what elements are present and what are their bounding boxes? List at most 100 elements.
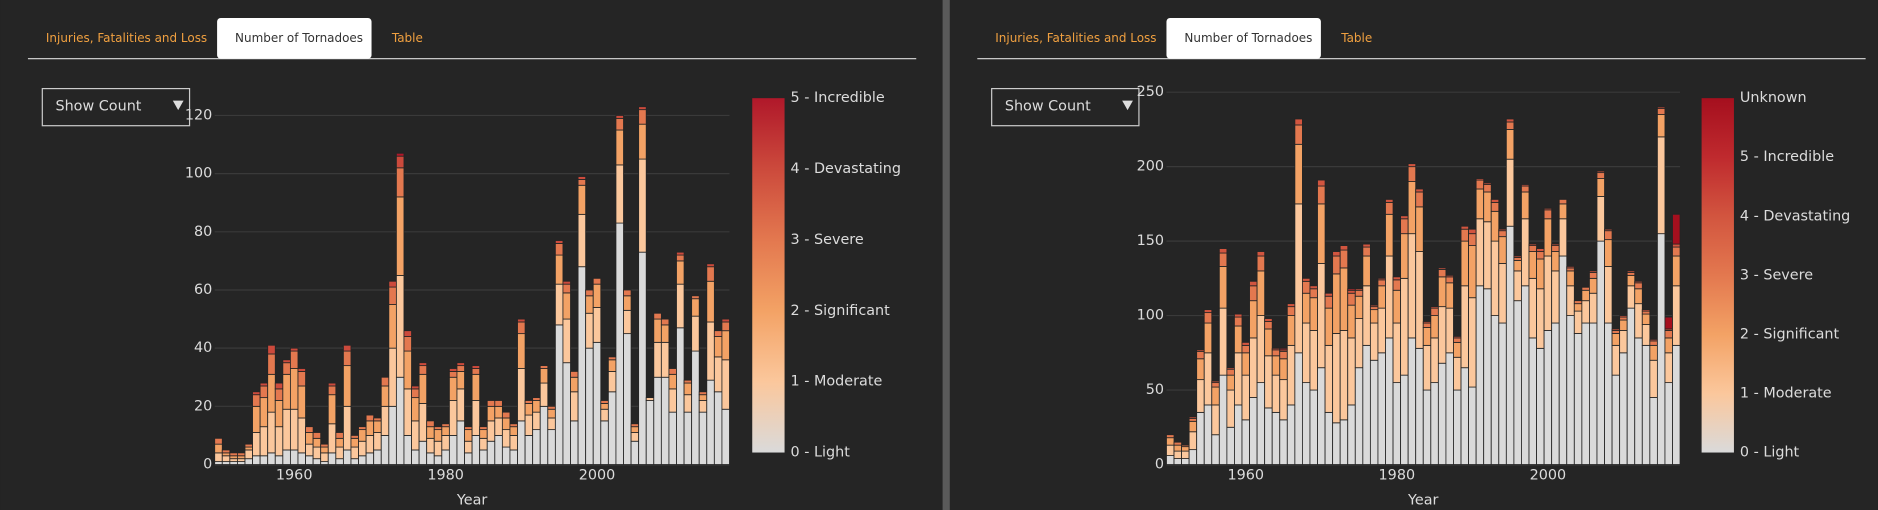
tab[interactable]: Injuries, Fatalities and Loss: [995, 31, 1156, 45]
bar-segment: [1460, 225, 1469, 230]
bar-segment: [1203, 312, 1213, 324]
bar-segment: [517, 420, 526, 465]
tab[interactable]: Table: [1340, 31, 1372, 45]
bar-segment: [1211, 386, 1220, 406]
bar-segment: [1604, 266, 1613, 324]
dropdown[interactable]: [991, 87, 1140, 127]
bar-segment: [592, 341, 602, 465]
bar-segment: [1339, 330, 1349, 421]
bar-segment: [335, 458, 344, 465]
bar-segment: [1468, 386, 1477, 465]
dropdown-label[interactable]: Show Count: [55, 99, 141, 115]
bar-segment: [691, 350, 700, 465]
bar-segment: [221, 452, 231, 457]
bar-segment: [660, 324, 670, 343]
bar-segment: [1649, 397, 1658, 465]
bar-segment: [464, 429, 473, 442]
bar-segment: [706, 280, 715, 323]
bar-segment: [554, 283, 564, 326]
bar-segment: [1294, 352, 1303, 465]
tab[interactable]: Injuries, Fatalities and Loss: [46, 31, 207, 45]
bar-segment: [1211, 404, 1220, 436]
bar-segment: [1543, 255, 1553, 331]
dropdown-label[interactable]: Show Count: [1005, 99, 1091, 115]
bar-segment: [713, 356, 723, 393]
bar-segment: [494, 405, 503, 419]
bar-segment: [1573, 310, 1583, 334]
bar-segment: [252, 432, 261, 457]
bar-segment: [380, 385, 390, 407]
bar-segment: [252, 391, 261, 396]
bar-segment: [1279, 347, 1288, 351]
bar-segment: [479, 449, 488, 465]
dropdown[interactable]: [41, 87, 191, 127]
bar-segment: [592, 283, 602, 308]
bar-segment: [653, 376, 662, 465]
bar-segment: [1604, 228, 1613, 232]
bar-segment: [1339, 249, 1349, 269]
panel-divider: [942, 0, 950, 510]
bar-segment: [1430, 315, 1439, 339]
bar-segment: [1400, 277, 1409, 376]
bar-segment: [1619, 352, 1628, 465]
bar-segment: [1324, 411, 1334, 465]
bar-segment: [320, 452, 329, 463]
bar-segment: [1362, 246, 1371, 257]
bar-segment: [229, 458, 238, 463]
bar-segment: [305, 426, 314, 433]
bar-segment: [585, 295, 594, 314]
bar-segment: [1196, 350, 1205, 360]
bar-segment: [244, 446, 253, 451]
bar-segment: [1362, 344, 1371, 465]
bar-segment: [1475, 179, 1485, 190]
bar-segment: [630, 426, 640, 433]
bar-segment: [1521, 185, 1530, 193]
bar-segment: [1619, 315, 1628, 318]
bar-segment: [691, 295, 700, 300]
bar-segment: [1528, 245, 1537, 252]
tab[interactable]: Number of Tornadoes: [235, 31, 363, 45]
bar-segment: [1656, 233, 1666, 465]
bar-segment: [721, 330, 730, 361]
bar-segment: [380, 376, 390, 387]
bar-segment: [297, 417, 306, 454]
bar-segment: [638, 109, 647, 125]
bar-segment: [1453, 336, 1462, 339]
bar-segment: [577, 213, 587, 268]
bar-segment: [1256, 315, 1266, 384]
bar-segment: [1196, 379, 1205, 413]
bar-segment: [1256, 382, 1266, 465]
bar-segment: [1362, 255, 1371, 287]
bar-segment: [1226, 426, 1235, 465]
bar-segment: [615, 117, 624, 131]
bar-segment: [1611, 328, 1621, 331]
bar-segment: [1656, 136, 1666, 235]
bar-segment: [1181, 450, 1190, 459]
bar-segment: [358, 455, 367, 465]
bar-segment: [554, 240, 564, 244]
dropdown-arrow: [1122, 100, 1133, 111]
tab[interactable]: Number of Tornadoes: [1184, 31, 1312, 45]
bar-segment: [486, 440, 496, 465]
bar-segment: [1634, 288, 1643, 305]
bar-segment: [456, 420, 465, 465]
bar-segment: [274, 455, 284, 465]
bar-segment: [282, 373, 291, 410]
bar-segment: [562, 280, 571, 285]
bar-segment: [1581, 300, 1590, 324]
bar-segment: [721, 321, 730, 332]
bar-segment: [1354, 289, 1364, 297]
y-tick-label: 100: [185, 166, 212, 182]
bar-segment: [1528, 251, 1537, 279]
bar-segment: [1604, 239, 1613, 267]
bar-segment: [365, 414, 375, 422]
bar-segment: [342, 344, 352, 352]
bar-segment: [289, 368, 299, 410]
bar-segment: [1468, 228, 1477, 235]
bar-segment: [441, 435, 450, 451]
y-tick-label: 60: [194, 282, 212, 298]
bar-segment: [1377, 277, 1386, 281]
bar-segment: [479, 426, 488, 431]
bar-segment: [1498, 263, 1507, 324]
tab[interactable]: Table: [391, 31, 423, 45]
